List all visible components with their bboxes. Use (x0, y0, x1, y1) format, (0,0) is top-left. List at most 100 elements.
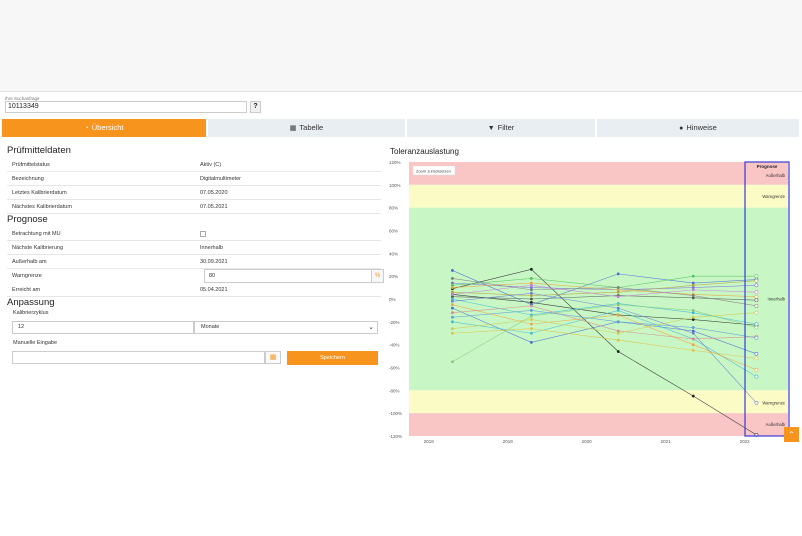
zone-label: Warngrenze (762, 194, 785, 199)
data-point (529, 281, 533, 285)
data-point (754, 303, 759, 308)
y-tick-label: 20% (389, 274, 398, 279)
percent-addon: % (371, 269, 384, 283)
row-value: Digitalmultimeter (200, 176, 241, 182)
data-point (529, 304, 533, 308)
info-row: Betrachtung mit MU (7, 227, 381, 241)
prognose-label: Prognose (757, 164, 778, 169)
chevron-down-icon: ⌄ (368, 324, 374, 331)
save-button[interactable]: Speichern (287, 351, 378, 365)
info-row: Warngrenze 80 % (7, 269, 384, 283)
data-point (691, 286, 695, 289)
data-point (529, 301, 533, 304)
data-point (529, 314, 533, 318)
data-point (691, 281, 695, 285)
data-point (754, 283, 759, 288)
y-tick-label: 0% (389, 297, 396, 302)
data-point (529, 288, 533, 292)
toleranz-chart: 120% 100% 80% 60% 40% 20% 0% -20% -40% -60% -80% -1… (389, 160, 790, 444)
data-point (691, 296, 695, 300)
zone-label: Warngrenze (762, 400, 785, 405)
manual-date-input[interactable] (12, 351, 265, 364)
tab-bar: ◔ Übersicht ▦ Tabelle ▼ Filter ● Hinweise (2, 119, 799, 137)
data-point (529, 294, 533, 297)
tab-filter[interactable]: ▼ Filter (407, 119, 595, 137)
zone-label: Innerhalb (768, 297, 786, 302)
kalibrierzyklus-input[interactable]: 12 (12, 321, 194, 334)
row-label: Warngrenze (12, 273, 42, 279)
data-point (616, 303, 620, 307)
data-point (616, 295, 620, 299)
dashboard-icon: ◔ (84, 125, 89, 132)
info-icon: ● (679, 125, 684, 132)
data-point (691, 294, 695, 297)
section-title-prognose: Prognose (7, 214, 48, 225)
warngrenze-input[interactable]: 80 (204, 269, 372, 283)
data-point (616, 306, 620, 310)
data-point (451, 286, 454, 289)
data-point (451, 295, 454, 299)
data-point (691, 318, 695, 321)
data-point (691, 274, 695, 278)
zoom-reset-button[interactable] (412, 165, 456, 176)
filter-icon: ▼ (487, 125, 495, 132)
info-row: Letztes Kalibrierdatum 07.05.2020 (7, 186, 381, 200)
data-point (754, 298, 759, 303)
data-point (616, 286, 620, 289)
data-point (691, 326, 695, 329)
y-tick-label: -100% (389, 411, 402, 416)
chart-title: Toleranzauslastung (390, 147, 459, 156)
data-point (451, 311, 454, 315)
row-label: Nächstes Kalibrierdatum (12, 204, 72, 210)
data-point (451, 360, 454, 364)
data-point (451, 303, 454, 307)
data-point (616, 288, 620, 292)
zyklus-unit-value: Monate (201, 324, 220, 330)
tab-hinweise[interactable]: ● Hinweise (597, 119, 799, 137)
data-point (529, 331, 533, 335)
info-row: Prüfmittelstatus Aktiv (C) (7, 158, 381, 172)
data-point (754, 325, 759, 330)
calendar-icon[interactable]: ▦ (265, 351, 281, 364)
data-point (529, 297, 533, 301)
mu-checkbox[interactable] (200, 231, 206, 237)
row-label: Nächste Kalibrierung (12, 245, 64, 251)
data-point (529, 309, 533, 312)
data-point (616, 309, 620, 312)
data-point (616, 350, 620, 353)
tab-label: Hinweise (686, 123, 717, 132)
data-point (691, 348, 695, 352)
data-point (691, 329, 695, 333)
data-point (754, 356, 759, 361)
info-row: Nächste Kalibrierung Innerhalb (7, 241, 381, 255)
search-help-button[interactable]: ? (250, 101, 261, 113)
search-input[interactable]: 10113349 (5, 101, 247, 113)
section-title-anpassung: Anpassung (7, 297, 55, 308)
data-point (451, 331, 454, 335)
row-value: 05.04.2021 (200, 287, 228, 293)
tolerance-band (409, 413, 788, 436)
scroll-to-top-button[interactable]: ⌃ (784, 427, 799, 442)
row-value: 30.09.2021 (200, 259, 228, 265)
data-point (451, 290, 454, 294)
data-point (691, 283, 695, 287)
data-point (754, 335, 759, 340)
manuell-label: Manuelle Eingabe (13, 340, 58, 346)
tab-uebersicht[interactable]: ◔ Übersicht (2, 119, 206, 137)
prognose-box (744, 161, 790, 437)
data-point (691, 311, 695, 315)
data-point (616, 272, 620, 276)
data-point (754, 290, 759, 295)
tab-tabelle[interactable]: ▦ Tabelle (208, 119, 405, 137)
data-point (451, 269, 454, 272)
data-point (451, 327, 454, 331)
row-value: Innerhalb (200, 245, 223, 251)
data-point (529, 327, 533, 331)
zyklus-unit-select[interactable]: Monate ⌄ (194, 321, 378, 334)
x-tick-label: 2021 (661, 439, 672, 444)
info-row: Bezeichnung Digitalmultimeter (7, 172, 381, 186)
x-tick-label: 2019 (503, 439, 514, 444)
data-point (691, 394, 695, 398)
data-point (529, 277, 533, 280)
data-point (451, 281, 454, 285)
